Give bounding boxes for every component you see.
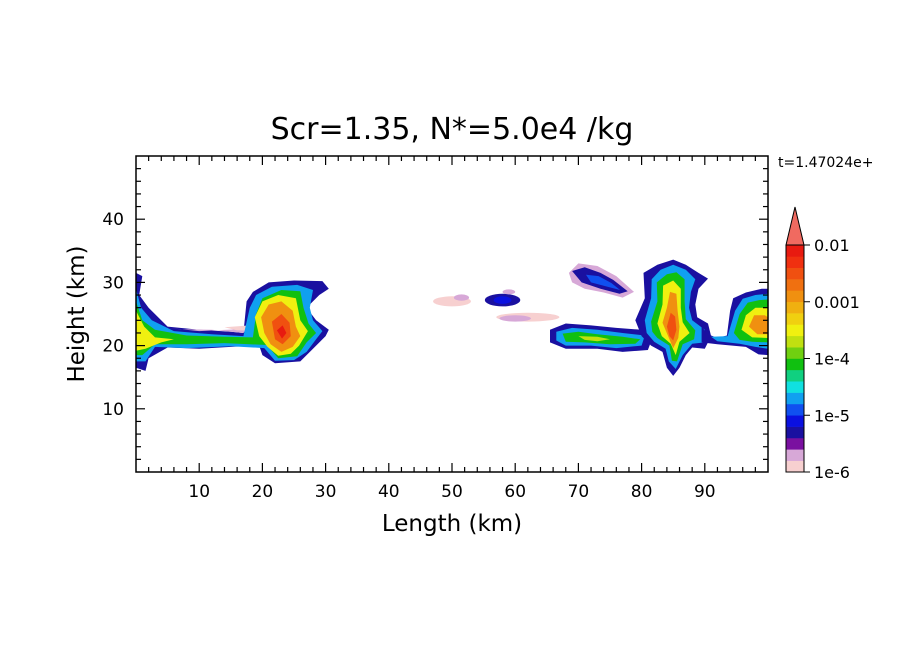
y-tick-labels: 10 20 30 40	[102, 210, 124, 420]
colorbar-swatch	[786, 347, 804, 359]
colorbar-label: 0.01	[814, 236, 850, 255]
x-tick-label: 40	[378, 482, 400, 502]
y-axis-label: Height (km)	[64, 245, 90, 382]
contour-blob	[502, 289, 516, 295]
contour-region	[666, 312, 677, 341]
colorbar-labels: 1e-6 1e-5 1e-4 0.001 0.01	[814, 236, 860, 482]
colorbar-swatch	[786, 460, 804, 473]
x-tick-label: 10	[188, 482, 210, 502]
contour-field	[136, 259, 768, 376]
colorbar-swatch	[786, 256, 804, 268]
colorbar-label: 0.001	[814, 293, 860, 312]
colorbar-swatch	[786, 324, 804, 337]
colorbar-label: 1e-6	[814, 463, 850, 482]
x-tick-label: 80	[631, 482, 653, 502]
contour-blob	[453, 294, 470, 301]
colorbar-swatch	[786, 245, 804, 257]
x-tick-label: 50	[441, 482, 463, 502]
colorbar-swatch	[786, 381, 804, 393]
time-label: t=1.47024e+	[778, 155, 873, 171]
colorbar-swatch	[786, 437, 804, 450]
x-tick-label: 30	[315, 482, 337, 502]
colorbar-label: 1e-4	[814, 350, 850, 369]
colorbar-swatch	[786, 279, 804, 291]
contour-region	[167, 325, 250, 333]
colorbar-swatch	[786, 369, 804, 382]
x-tick-label: 20	[252, 482, 274, 502]
colorbar-swatch	[786, 290, 804, 303]
x-axis-label: Length (km)	[382, 511, 522, 537]
contour-region	[578, 336, 610, 342]
contour-blob	[499, 315, 531, 322]
colorbar-swatch	[786, 403, 804, 416]
colorbar-swatch	[786, 358, 804, 371]
colorbar-extension	[785, 206, 805, 246]
colorbar-swatch	[786, 267, 804, 280]
x-tick-label: 60	[504, 482, 526, 502]
x-tick-labels: 10 20 30 40 50 60 70 80 90	[188, 482, 715, 502]
contour-region	[586, 274, 621, 290]
axis-ticks	[136, 156, 768, 472]
colorbar-swatch	[786, 426, 804, 439]
y-tick-label: 40	[102, 210, 124, 230]
y-tick-label: 30	[102, 273, 124, 293]
colorbar-swatch	[786, 449, 804, 461]
colorbar-swatch	[786, 392, 804, 405]
colorbar	[785, 206, 810, 473]
chart-title: Scr=1.35, N*=5.0e4 /kg	[271, 112, 634, 147]
x-tick-label: 70	[568, 482, 590, 502]
colorbar-swatch	[786, 335, 804, 348]
contour-region	[276, 325, 287, 339]
contour-region	[136, 310, 174, 351]
colorbar-swatch	[786, 301, 804, 314]
colorbar-swatch	[786, 415, 804, 427]
y-tick-label: 10	[102, 400, 124, 420]
y-tick-label: 20	[102, 337, 124, 357]
colorbar-swatch	[786, 313, 804, 325]
x-tick-label: 90	[694, 482, 716, 502]
colorbar-label: 1e-5	[814, 406, 850, 425]
contour-blob	[493, 296, 512, 304]
